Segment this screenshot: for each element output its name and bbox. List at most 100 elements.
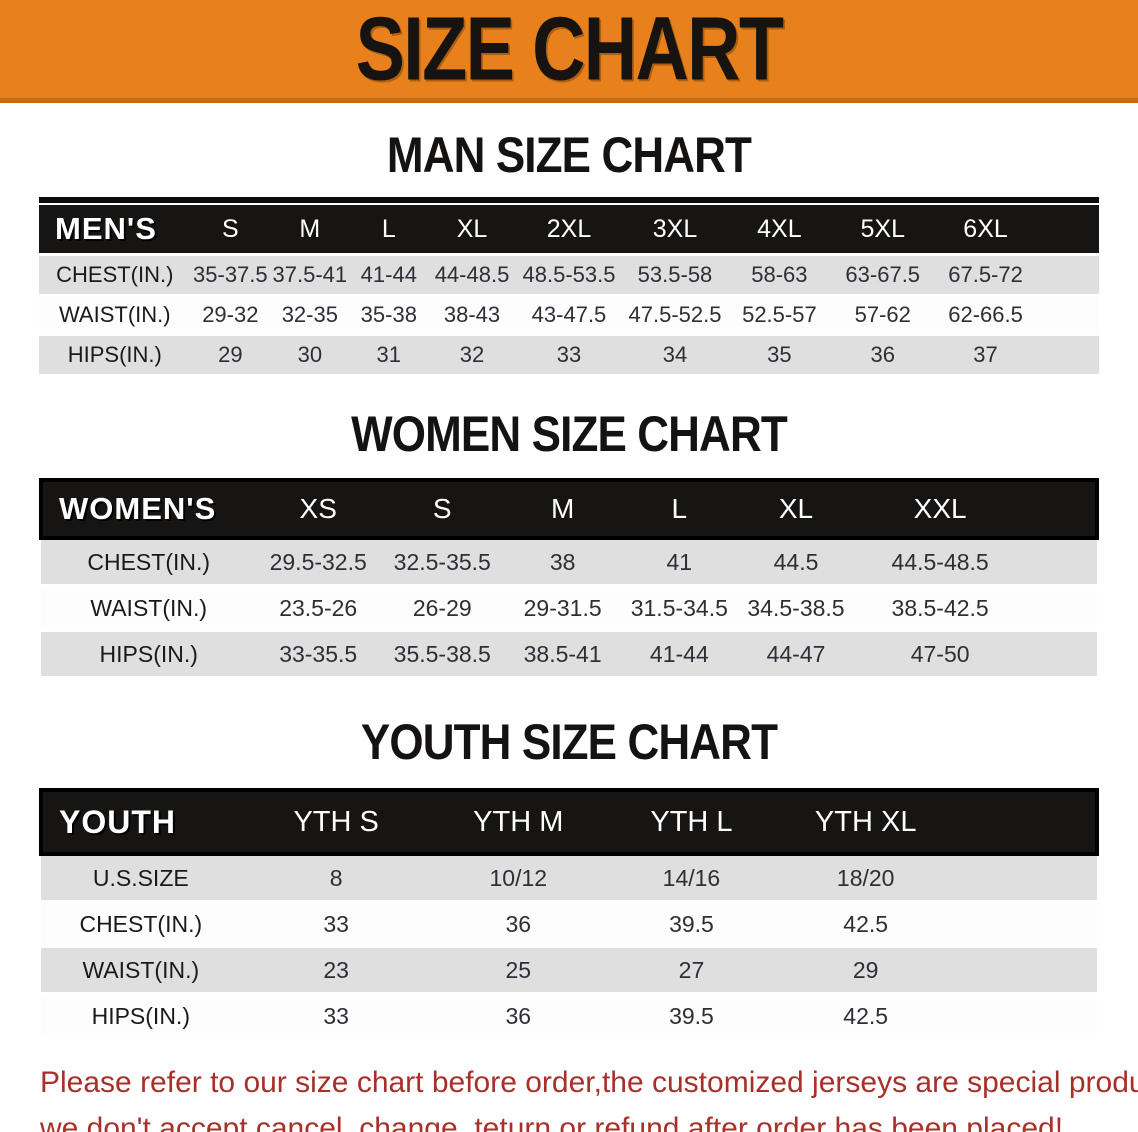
women-size-column-header: XL xyxy=(737,478,855,540)
men-table-wrap: MEN'S S M L XL 2XL 3XL 4XL 5XL 6XL CHEST(IN.) 35-37… xyxy=(39,197,1099,376)
youth-value-cell: 27 xyxy=(604,947,779,994)
women-size-table: WOMEN'S XS S M L XL XXL CHEST(IN.) 29.5-32.5 32.5… xyxy=(38,478,1099,678)
women-table-title: WOMEN'S xyxy=(38,478,257,540)
women-section-heading: WOMEN SIZE CHART xyxy=(351,406,788,462)
men-size-column-header: 2XL xyxy=(515,205,622,256)
youth-size-column-header: YTH M xyxy=(431,788,605,856)
men-value-cell: 29-32 xyxy=(190,295,271,336)
women-value-cell: 47-50 xyxy=(854,631,1027,678)
disclaimer-note: Please refer to our size chart before or… xyxy=(40,1060,1138,1132)
youth-row-label: HIPS(IN.) xyxy=(41,993,241,1040)
youth-value-cell: 14/16 xyxy=(604,852,779,902)
men-value-cell: 34 xyxy=(621,335,728,376)
section-youth: YOUTH SIZE CHART YOUTH YTH S YTH M YTH L YTH… xyxy=(0,716,1138,1040)
filler-cell xyxy=(953,788,1099,856)
women-row-label: WAIST(IN.) xyxy=(41,585,257,632)
youth-table-row: U.S.SIZE 8 10/12 14/16 18/20 xyxy=(41,852,1097,902)
men-size-column-header: 3XL xyxy=(621,205,728,256)
disclaimer-line-2: we don't accept cancel, change, teturn o… xyxy=(40,1112,1064,1132)
men-row-label: WAIST(IN.) xyxy=(39,295,191,336)
women-header-row: WOMEN'S XS S M L XL XXL xyxy=(38,478,1099,540)
women-value-cell: 38 xyxy=(504,536,621,586)
men-value-cell: 30 xyxy=(270,335,350,376)
men-value-cell: 62-66.5 xyxy=(934,295,1037,336)
men-value-cell: 47.5-52.5 xyxy=(621,295,728,336)
men-section-heading: MAN SIZE CHART xyxy=(386,127,752,183)
women-value-cell: 31.5-34.5 xyxy=(620,585,738,632)
women-value-cell: 29-31.5 xyxy=(504,585,621,632)
women-row-label: CHEST(IN.) xyxy=(41,536,257,586)
filler-cell xyxy=(1026,585,1097,632)
women-table-row: CHEST(IN.) 29.5-32.5 32.5-35.5 38 41 44.5 44.5… xyxy=(41,536,1097,586)
filler-cell xyxy=(1026,631,1097,678)
youth-size-column-header: YTH L xyxy=(604,788,779,856)
men-value-cell: 31 xyxy=(349,335,429,376)
women-value-cell: 33-35.5 xyxy=(256,631,380,678)
youth-table-row: HIPS(IN.) 33 36 39.5 42.5 xyxy=(41,993,1097,1040)
women-value-cell: 26-29 xyxy=(379,585,505,632)
men-value-cell: 37 xyxy=(934,335,1037,376)
women-size-column-header: S xyxy=(379,478,505,540)
men-row-label: CHEST(IN.) xyxy=(39,254,191,296)
youth-size-table: YOUTH YTH S YTH M YTH L YTH XL U.S.SIZE 8 10/12… xyxy=(39,788,1099,1040)
youth-value-cell: 39.5 xyxy=(604,901,779,948)
page-title: SIZE CHART xyxy=(355,0,784,99)
section-men: MAN SIZE CHART MEN'S S M L XL 2XL 3XL 4XL 5XL 6XL… xyxy=(0,129,1138,376)
men-table-row: CHEST(IN.) 35-37.5 37.5-41 41-44 44-48.5 48.5… xyxy=(39,254,1099,296)
youth-value-cell: 36 xyxy=(431,993,605,1040)
men-value-cell: 35-37.5 xyxy=(190,254,271,296)
men-value-cell: 37.5-41 xyxy=(270,254,350,296)
women-size-column-header: XXL xyxy=(854,478,1027,540)
men-value-cell: 53.5-58 xyxy=(621,254,728,296)
men-value-cell: 35 xyxy=(727,335,831,376)
men-size-column-header: M xyxy=(270,205,350,256)
men-value-cell: 33 xyxy=(515,335,622,376)
youth-value-cell: 18/20 xyxy=(778,852,954,902)
men-size-column-header: 6XL xyxy=(934,205,1037,256)
men-value-cell: 38-43 xyxy=(428,295,516,336)
men-size-column-header: XL xyxy=(428,205,516,256)
youth-table-title: YOUTH xyxy=(39,788,241,856)
women-table-wrap: WOMEN'S XS S M L XL XXL CHEST(IN.) 29.5-32.5 32.5… xyxy=(38,478,1099,678)
women-size-column-header: M xyxy=(504,478,621,540)
men-value-cell: 48.5-53.5 xyxy=(515,254,622,296)
filler-cell xyxy=(1036,254,1099,296)
men-table-title: MEN'S xyxy=(39,205,191,256)
women-value-cell: 29.5-32.5 xyxy=(256,536,380,586)
women-value-cell: 41 xyxy=(620,536,738,586)
filler-cell xyxy=(1026,478,1099,540)
men-size-column-header: 4XL xyxy=(727,205,831,256)
women-value-cell: 44-47 xyxy=(737,631,855,678)
filler-cell xyxy=(953,901,1097,948)
women-value-cell: 32.5-35.5 xyxy=(379,536,505,586)
filler-cell xyxy=(953,993,1097,1040)
youth-header-row: YOUTH YTH S YTH M YTH L YTH XL xyxy=(39,788,1099,856)
men-value-cell: 52.5-57 xyxy=(727,295,831,336)
filler-cell xyxy=(1036,205,1099,256)
women-value-cell: 44.5 xyxy=(737,536,855,586)
women-table-row: HIPS(IN.) 33-35.5 35.5-38.5 38.5-41 41-44 44-… xyxy=(41,631,1097,678)
men-row-label: HIPS(IN.) xyxy=(39,335,191,376)
men-table-row: HIPS(IN.) 29 30 31 32 33 34 35 36 37 xyxy=(39,335,1099,376)
women-size-column-header: XS xyxy=(256,478,380,540)
youth-table-wrap: YOUTH YTH S YTH M YTH L YTH XL U.S.SIZE 8 10/12… xyxy=(39,788,1099,1040)
men-table-row: WAIST(IN.) 29-32 32-35 35-38 38-43 43-47.5 47.… xyxy=(39,295,1099,336)
youth-table-row: CHEST(IN.) 33 36 39.5 42.5 xyxy=(41,901,1097,948)
women-value-cell: 44.5-48.5 xyxy=(854,536,1027,586)
men-value-cell: 29 xyxy=(190,335,271,376)
men-size-column-header: S xyxy=(190,205,271,256)
women-table-row: WAIST(IN.) 23.5-26 26-29 29-31.5 31.5-34.5 34… xyxy=(41,585,1097,632)
men-value-cell: 32-35 xyxy=(270,295,350,336)
filler-cell xyxy=(1036,295,1099,336)
men-value-cell: 41-44 xyxy=(349,254,429,296)
youth-value-cell: 36 xyxy=(431,901,605,948)
men-value-cell: 63-67.5 xyxy=(830,254,935,296)
women-value-cell: 38.5-42.5 xyxy=(854,585,1027,632)
men-value-cell: 32 xyxy=(428,335,516,376)
women-value-cell: 23.5-26 xyxy=(256,585,380,632)
youth-value-cell: 33 xyxy=(240,993,432,1040)
youth-value-cell: 10/12 xyxy=(431,852,605,902)
women-value-cell: 35.5-38.5 xyxy=(379,631,505,678)
men-value-cell: 35-38 xyxy=(349,295,429,336)
